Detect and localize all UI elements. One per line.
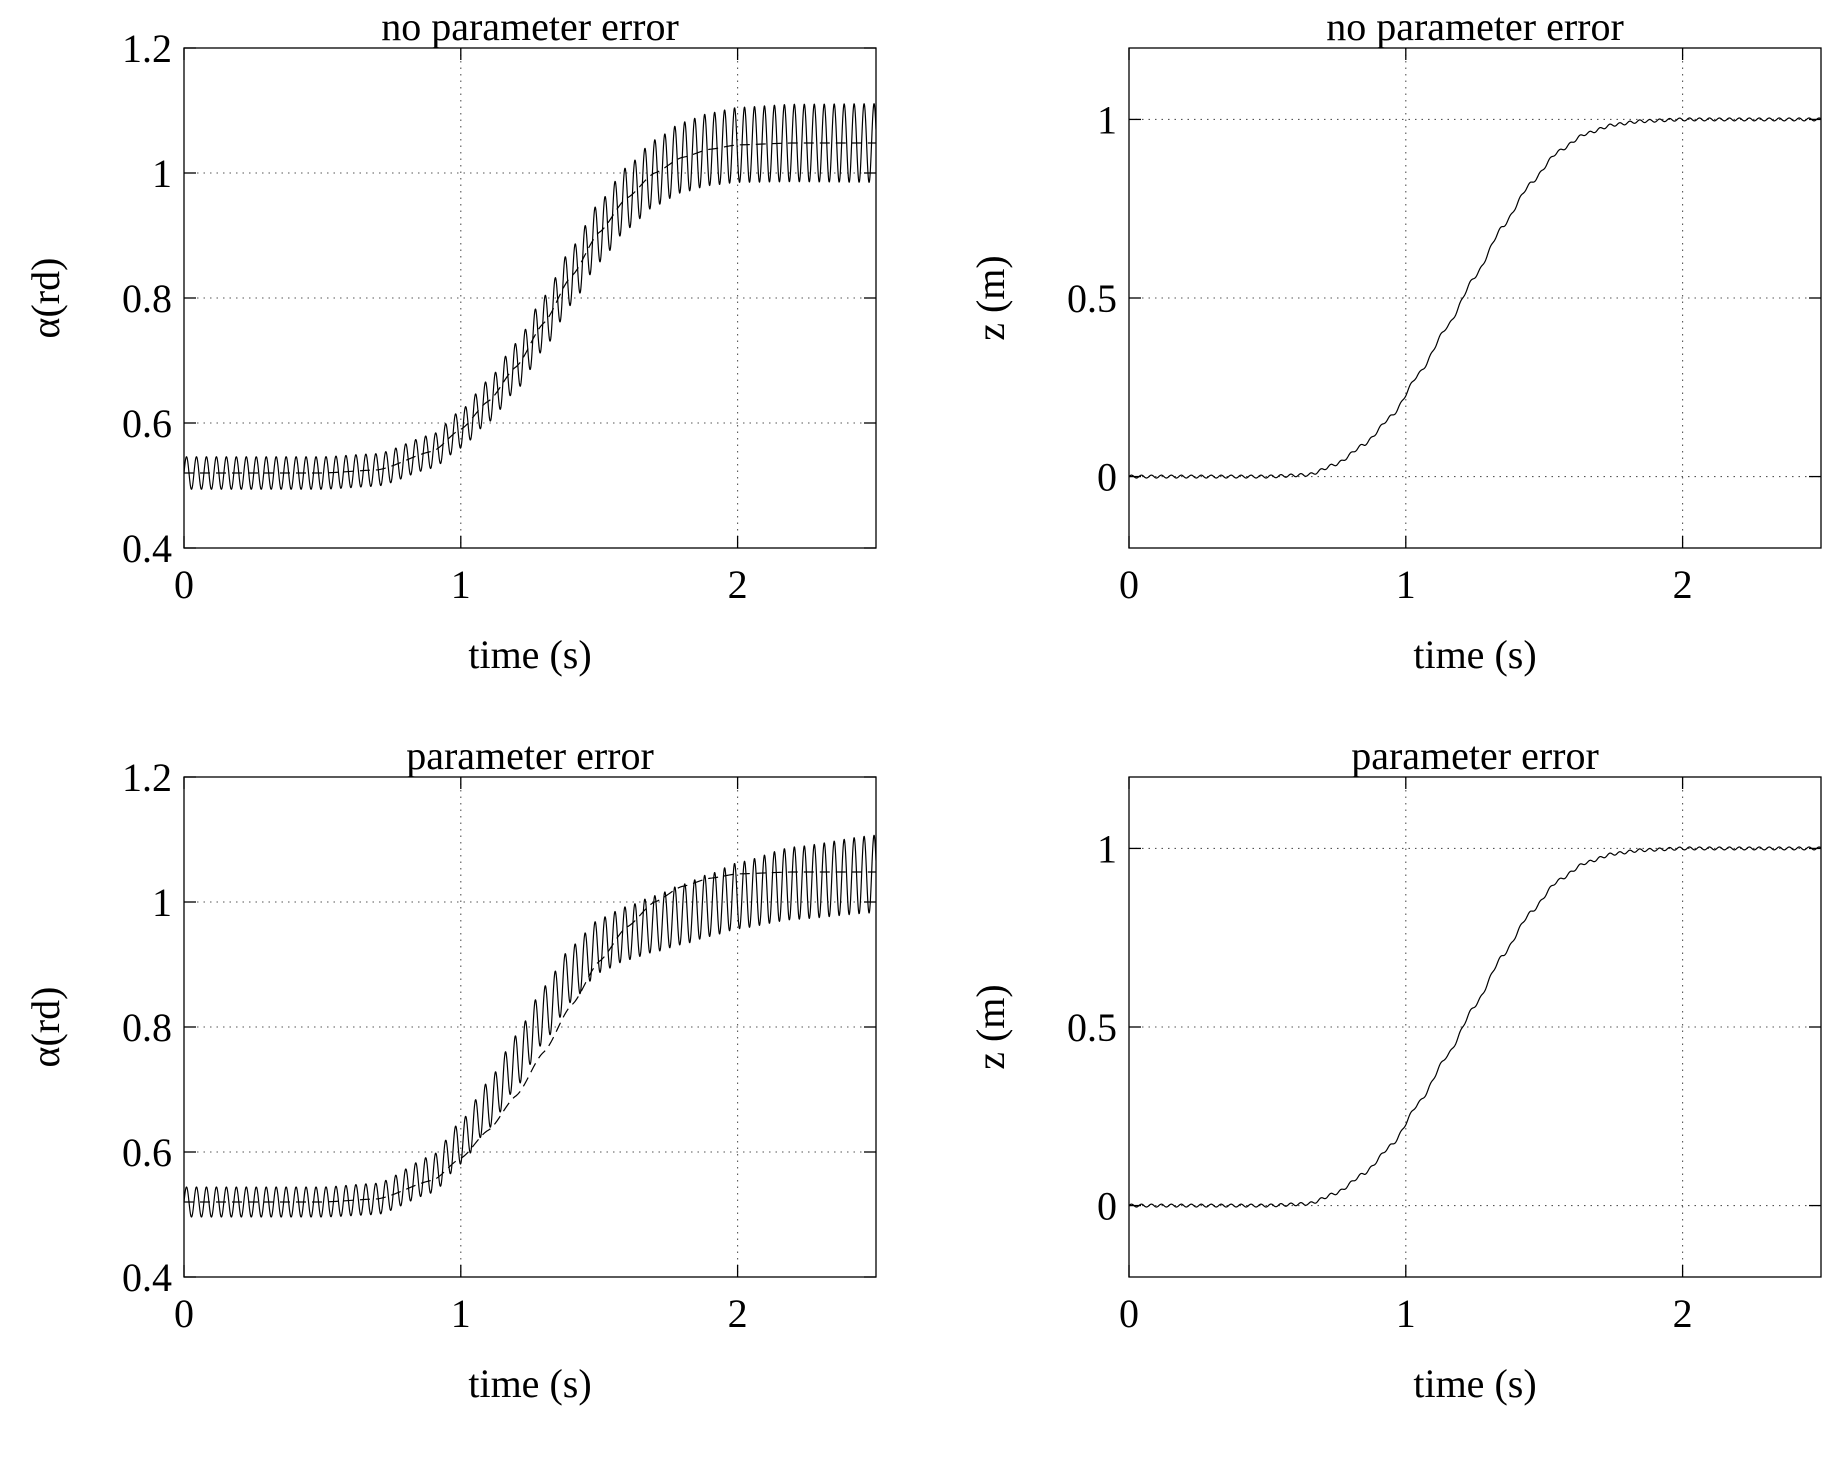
y-axis-label: z (m): [968, 255, 1013, 341]
y-axis-label: z (m): [968, 984, 1013, 1070]
chart-panel-1: 0 1 2 0.4 0.6 0.8 1 1.2 no parameter error time (…: [23, 4, 877, 677]
y-tick-label: 1: [1097, 826, 1117, 871]
y-axis-label: α(rd): [23, 258, 68, 339]
plot-frame: [183, 47, 877, 549]
x-tick-label: 0: [1119, 562, 1139, 607]
y-tick-label: 0: [1097, 1184, 1117, 1229]
x-tick-label: 1: [1396, 562, 1416, 607]
x-tick-label: 2: [728, 1291, 748, 1336]
chart-panel-2: 0 1 2 0 0.5 1 no parameter error time (s) z (m): [968, 4, 1822, 677]
series-line-2-solid: [184, 103, 876, 490]
chart-title: no parameter error: [1326, 4, 1624, 49]
plot-frame: [1128, 47, 1822, 549]
y-tick-label: 0.8: [122, 276, 172, 321]
y-tick-label: 0.4: [122, 1255, 172, 1300]
chart-title: parameter error: [406, 733, 654, 778]
y-tick-label: 0.6: [122, 1130, 172, 1175]
series-line-2-solid: [184, 834, 876, 1218]
y-tick-label: 0.5: [1067, 1005, 1117, 1050]
x-tick-label: 0: [174, 562, 194, 607]
y-tick-label: 1: [152, 151, 172, 196]
series-line-1-solid: [1129, 846, 1821, 1208]
plot-frame: [183, 776, 877, 1278]
x-tick-label: 2: [1673, 1291, 1693, 1336]
y-tick-label: 0.5: [1067, 276, 1117, 321]
chart-title: parameter error: [1351, 733, 1599, 778]
y-tick-label: 0.4: [122, 526, 172, 571]
y-axis-label: α(rd): [23, 987, 68, 1068]
x-tick-label: 0: [174, 1291, 194, 1336]
y-tick-label: 1: [1097, 97, 1117, 142]
chart-panel-3: 0 1 2 0.4 0.6 0.8 1 1.2 parameter error time (s) α…: [23, 733, 877, 1406]
plot-frame: [1128, 776, 1822, 1278]
x-tick-label: 1: [1396, 1291, 1416, 1336]
x-axis-label: time (s): [1413, 632, 1536, 677]
y-tick-label: 1: [152, 880, 172, 925]
series-line-1-solid: [1129, 117, 1821, 479]
chart-title: no parameter error: [381, 4, 679, 49]
chart-panel-4: 0 1 2 0 0.5 1 parameter error time (s) z (m): [968, 733, 1822, 1406]
series-line-1-dashed: [184, 871, 876, 1203]
x-axis-label: time (s): [468, 1361, 591, 1406]
x-tick-label: 1: [451, 562, 471, 607]
y-tick-label: 1.2: [122, 755, 172, 800]
x-tick-label: 2: [1673, 562, 1693, 607]
x-axis-label: time (s): [1413, 1361, 1536, 1406]
y-tick-label: 0: [1097, 455, 1117, 500]
x-tick-label: 1: [451, 1291, 471, 1336]
x-axis-label: time (s): [468, 632, 591, 677]
y-tick-label: 0.8: [122, 1005, 172, 1050]
y-tick-label: 0.6: [122, 401, 172, 446]
y-tick-label: 1.2: [122, 26, 172, 71]
series-line-1-dashed: [184, 142, 876, 474]
x-tick-label: 0: [1119, 1291, 1139, 1336]
x-tick-label: 2: [728, 562, 748, 607]
